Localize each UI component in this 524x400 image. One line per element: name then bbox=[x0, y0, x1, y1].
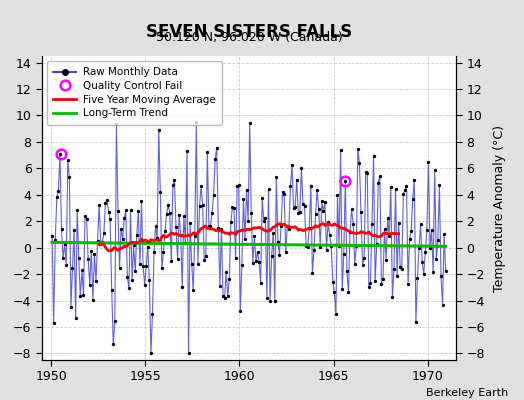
Y-axis label: Temperature Anomaly (°C): Temperature Anomaly (°C) bbox=[493, 124, 506, 292]
Legend: Raw Monthly Data, Quality Control Fail, Five Year Moving Average, Long-Term Tren: Raw Monthly Data, Quality Control Fail, … bbox=[47, 61, 222, 125]
Title: SEVEN SISTERS FALLS: SEVEN SISTERS FALLS bbox=[146, 22, 352, 40]
Text: 50.120 N, 96.020 W (Canada): 50.120 N, 96.020 W (Canada) bbox=[156, 32, 342, 44]
Text: Berkeley Earth: Berkeley Earth bbox=[426, 388, 508, 398]
